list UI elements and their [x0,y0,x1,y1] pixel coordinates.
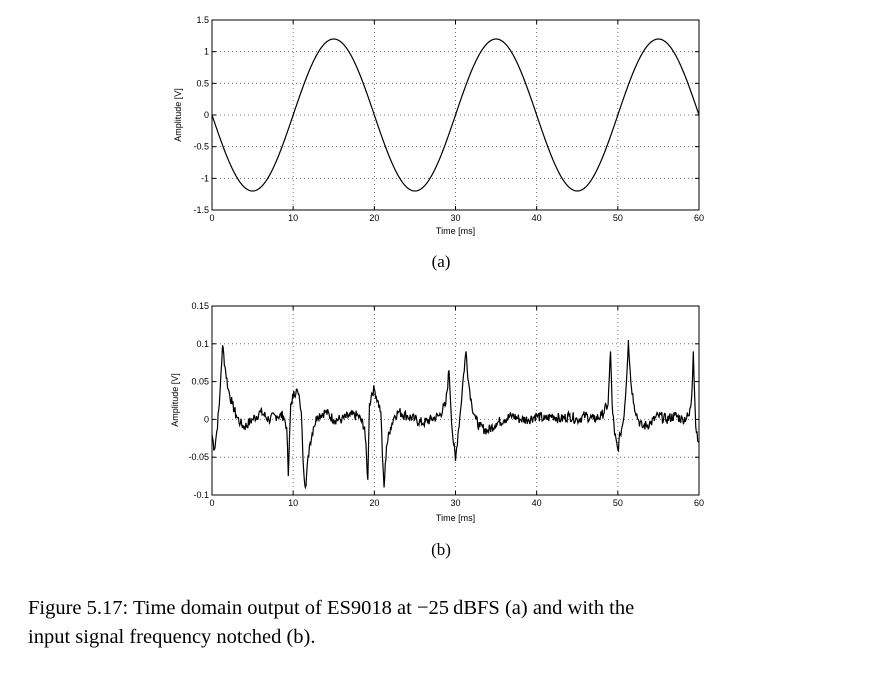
y-tick-label: 1 [204,47,209,57]
y-tick-label: 1.5 [196,15,209,25]
x-axis-label-b: Time [ms] [436,513,475,523]
y-tick-label: 0.15 [191,301,209,311]
y-tick-label: -1 [201,173,209,183]
y-tick-label: 0.1 [196,339,209,349]
figure-caption: Figure 5.17: Time domain output of ES901… [28,594,878,652]
x-tick-label: 60 [694,498,704,508]
y-tick-label: 0.05 [191,377,209,387]
x-tick-label: 0 [209,498,214,508]
y-axis-label-a: Amplitude [V] [173,88,183,142]
x-tick-label: 40 [532,213,542,223]
y-axis-label-b: Amplitude [V] [170,373,180,427]
y-tick-label: 0 [204,414,209,424]
panel-a-chart: 0 10 20 30 40 50 60 -1.5 -1 -0.5 0 0.5 1 1.5 Time [ms… [173,15,704,271]
x-tick-label: 20 [369,498,379,508]
panel-label-a: (a) [432,252,451,271]
x-tick-label: 50 [613,213,623,223]
x-tick-label: 20 [369,213,379,223]
y-tick-label: 0 [204,110,209,120]
x-tick-label: 30 [450,213,460,223]
panel-label-b: (b) [431,540,451,559]
y-tick-label: -0.1 [193,490,209,500]
y-tick-label: 0.5 [196,78,209,88]
x-tick-label: 0 [209,213,214,223]
series-line-a [211,38,700,192]
x-tick-label: 50 [613,498,623,508]
y-tick-label: -1.5 [193,205,209,215]
x-tick-label: 10 [288,498,298,508]
panel-b-chart: 0 10 20 30 40 50 60 -0.1 -0.05 0 0.05 0.1 0.15 Time … [170,301,704,559]
caption-line-1: Figure 5.17: Time domain output of ES901… [28,597,635,619]
x-tick-label: 40 [532,498,542,508]
y-tick-label: -0.5 [193,142,209,152]
series-line-b [211,339,700,490]
caption-line-2: input signal frequency notched (b). [28,626,316,648]
y-tick-label: -0.05 [188,452,209,462]
x-tick-label: 30 [450,498,460,508]
x-tick-label: 10 [288,213,298,223]
x-tick-label: 60 [694,213,704,223]
x-axis-label-a: Time [ms] [436,226,475,236]
